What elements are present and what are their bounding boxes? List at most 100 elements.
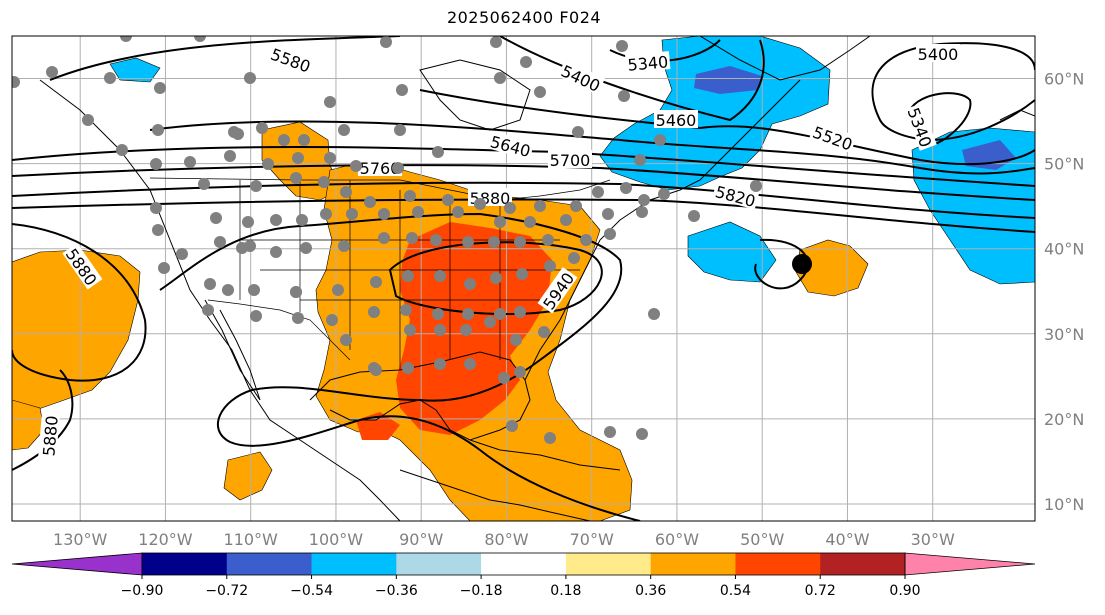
lon-tick-label: 50°W: [740, 530, 784, 549]
map-title: 2025062400 F024: [446, 8, 602, 27]
longitude-labels: 130°W 120°W 110°W 100°W 90°W 80°W 70°W 60°W 50°W…: [53, 530, 955, 549]
station-dot: [654, 134, 666, 146]
lat-tick-label: 20°N: [1044, 410, 1084, 429]
colorbar-tick-label: −0.36: [375, 583, 418, 599]
shade-orange-pacific-small: [12, 399, 45, 451]
station-dot: [488, 236, 500, 248]
station-dot: [404, 324, 416, 336]
station-dot: [368, 306, 380, 318]
station-dot: [224, 150, 236, 162]
colorbar-tick-label: 0.72: [805, 583, 836, 599]
coastline-pacific: [39, 79, 401, 521]
contour-label: 5460: [654, 110, 698, 130]
station-dot: [222, 284, 234, 296]
station-dot: [152, 124, 164, 136]
station-dot: [688, 210, 700, 222]
station-dot: [340, 334, 352, 346]
lat-tick-label: 10°N: [1044, 495, 1084, 514]
station-dot: [370, 276, 382, 288]
colorbar-under-arrow: [11, 552, 143, 576]
station-dot: [154, 82, 166, 94]
coastline-greenland: [699, 36, 871, 81]
station-dot: [150, 158, 162, 170]
station-dot: [292, 152, 304, 164]
station-dot: [392, 162, 404, 174]
station-dot: [202, 304, 214, 316]
colorbar-over-arrow: [904, 552, 1036, 576]
lon-tick-label: 30°W: [911, 530, 955, 549]
station-dot: [320, 208, 332, 220]
shade-darkblue-east: [962, 140, 1016, 170]
colorbar-bin: [565, 553, 652, 575]
colorbar-bin: [481, 553, 567, 575]
station-dot: [520, 56, 532, 68]
svg-text:5340: 5340: [627, 52, 669, 74]
station-dot: [544, 260, 556, 272]
station-dot: [396, 84, 408, 96]
station-dot: [364, 196, 376, 208]
contour-atlantic-low: [754, 238, 809, 290]
station-dot: [516, 268, 528, 280]
station-dot: [332, 284, 344, 296]
station-dot: [542, 234, 554, 246]
lon-tick-label: 130°W: [53, 530, 108, 549]
svg-text:5880: 5880: [39, 415, 61, 457]
colorbar-tick-label: 0.54: [720, 583, 751, 599]
station-dot: [250, 310, 262, 322]
station-dot: [402, 362, 414, 374]
station-dot: [326, 314, 338, 326]
colorbar-bin: [311, 553, 397, 575]
station-dot: [638, 194, 650, 206]
station-dot: [380, 36, 392, 48]
shade-blue-central-atlantic: [687, 221, 777, 283]
station-dot: [462, 308, 474, 320]
station-dot: [176, 248, 188, 260]
contour-5880-main: [12, 212, 641, 521]
shade-blue-east: [911, 127, 1035, 285]
colorbar-tick-label: 0.90: [889, 583, 920, 599]
svg-text:5460: 5460: [656, 111, 697, 130]
station-dot: [430, 234, 442, 246]
station-dot: [378, 232, 390, 244]
station-dot: [494, 216, 506, 228]
station-dot: [434, 324, 446, 336]
station-dot: [214, 236, 226, 248]
station-dot: [250, 180, 262, 192]
coastline-hudson: [419, 59, 531, 131]
station-dot: [514, 236, 526, 248]
shade-blue-pacific-nw: [109, 57, 161, 83]
lat-tick-label: 50°N: [1044, 155, 1084, 174]
colorbar-tick-label: 0.36: [635, 583, 666, 599]
station-dot: [152, 224, 164, 236]
station-dot: [452, 206, 464, 218]
station-dot: [378, 208, 390, 220]
station-dot: [432, 146, 444, 158]
station-dot: [194, 36, 206, 42]
station-dot: [158, 262, 170, 274]
station-dot: [616, 40, 628, 52]
station-dot: [368, 362, 380, 374]
station-dot: [434, 270, 446, 282]
lon-tick-label: 90°W: [399, 530, 443, 549]
station-dot: [404, 190, 416, 202]
station-dot: [462, 236, 474, 248]
station-dot: [198, 178, 210, 190]
station-dot: [504, 202, 516, 214]
station-dot: [350, 160, 362, 172]
svg-text:5400: 5400: [918, 45, 959, 64]
station-dot: [648, 308, 660, 320]
map-frame: [11, 35, 1036, 522]
station-dot: [290, 172, 302, 184]
station-dot: [506, 420, 518, 432]
lon-tick-label: 40°W: [825, 530, 869, 549]
contour-5760: [12, 181, 1035, 219]
station-dot: [242, 216, 254, 228]
station-dot: [82, 114, 94, 126]
station-dot: [120, 36, 132, 42]
station-dot: [394, 124, 406, 136]
station-dot: [296, 214, 308, 226]
station-dot: [544, 432, 556, 444]
station-dot: [232, 128, 244, 140]
colorbar-tick-label: −0.72: [205, 583, 248, 599]
